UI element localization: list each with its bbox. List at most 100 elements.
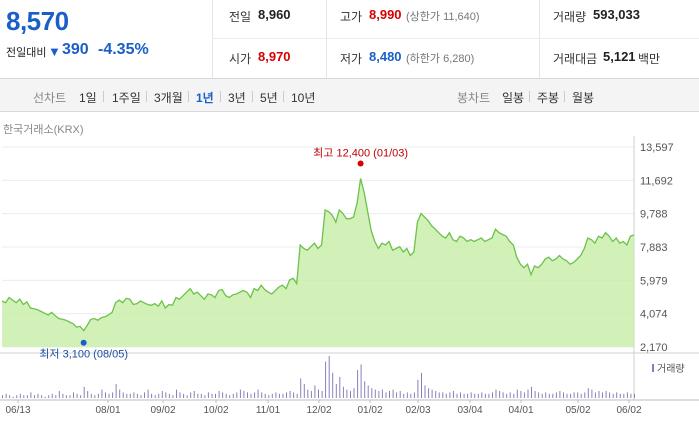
volume-bar [48, 395, 50, 398]
amount-unit: 백만 [638, 52, 661, 66]
volume-bar [342, 386, 344, 398]
volume-bar [563, 392, 564, 398]
annotations: 최고 12,400 (01/03) 최저 3,100 (08/05) [39, 146, 408, 360]
volume-bar [87, 391, 89, 398]
period-3m[interactable]: 3개월 [154, 91, 183, 105]
volume-bar [129, 393, 131, 398]
volume-bar [293, 392, 295, 398]
volume-bar [417, 379, 419, 398]
volume-bar [346, 389, 348, 398]
volume-bar [506, 393, 508, 398]
volume-bar [26, 395, 28, 398]
volume-bar [154, 395, 156, 398]
volume-bar [94, 395, 96, 398]
x-axis: 06/13 08/01 09/02 10/02 11/01 12/02 01/02 02/03… [0, 399, 699, 416]
prev-close-value: 8,960 [258, 7, 291, 22]
volume-bar [133, 392, 135, 398]
volume-bar [385, 392, 387, 398]
volume-bar [275, 392, 277, 398]
volume-bar [410, 393, 412, 398]
volume-bar [431, 389, 433, 398]
volume-bar [186, 395, 188, 398]
volume-bar [314, 385, 316, 398]
x-tick-label: 12/02 [306, 405, 331, 416]
volume-bar [523, 392, 525, 398]
candle-chart-label: 봉차트 [457, 91, 491, 105]
volume-bar [392, 389, 394, 398]
period-1y[interactable]: 1년 [196, 91, 214, 105]
volume-bar [335, 384, 337, 398]
volume-bar [51, 393, 53, 398]
data-source: 한국거래소(KRX) [3, 124, 84, 136]
volume-bar [541, 393, 543, 398]
y-tick-label: 9,788 [640, 209, 668, 221]
candle-monthly[interactable]: 월봉 [572, 91, 595, 105]
volume-bar [438, 392, 440, 398]
period-5y[interactable]: 5년 [260, 91, 278, 105]
down-arrow-icon: ▼ [48, 44, 61, 59]
volume-bar [573, 392, 575, 398]
volume-bar [559, 391, 561, 398]
period-10y[interactable]: 10년 [291, 91, 316, 105]
divider [539, 0, 540, 78]
volume-bar [527, 389, 529, 398]
volume-bar [310, 391, 312, 398]
volume-bar [460, 392, 461, 398]
volume-bar [115, 384, 117, 398]
volume-bar [594, 392, 596, 398]
candle-daily[interactable]: 일봉 [502, 91, 525, 105]
volume-bar [364, 381, 366, 398]
volume-bar [190, 392, 192, 398]
divider [212, 38, 699, 39]
volume-bar [609, 392, 611, 398]
volume-bar [367, 385, 369, 398]
volume-bar [218, 391, 220, 398]
price-area [2, 178, 634, 347]
divider [252, 91, 253, 102]
price-header: 8,570 전일대비 ▼ 390 -4.35% 전일 8,960 시가 8,97… [0, 0, 699, 78]
x-tick-label: 05/02 [565, 405, 590, 416]
volume-bar [513, 393, 515, 398]
period-3y[interactable]: 3년 [228, 91, 246, 105]
volume-bar [80, 395, 82, 398]
high-label: 고가 [340, 10, 363, 24]
volume-bar [406, 392, 408, 398]
low-label: 저가 [340, 52, 363, 66]
volume-bar [23, 395, 25, 398]
open-label: 시가 [229, 52, 252, 66]
y-tick-label: 11,692 [640, 175, 673, 187]
volume-bar [318, 389, 319, 398]
line-chart-label: 선차트 [33, 91, 67, 105]
volume-bar [286, 392, 287, 398]
volume-bar [381, 389, 383, 398]
volume-bar [207, 392, 209, 398]
low-value: 8,480 [369, 49, 402, 64]
volume-bar [587, 388, 589, 398]
high-marker [357, 160, 364, 167]
volume-bar [236, 392, 238, 398]
y-tick-label: 7,883 [640, 242, 668, 254]
volume-bar [144, 392, 145, 398]
volume-bar [101, 389, 103, 398]
volume-bar [289, 391, 291, 398]
divider [103, 91, 104, 102]
current-price: 8,570 [6, 6, 69, 36]
open-value: 8,970 [258, 49, 291, 64]
divider [220, 91, 221, 102]
volume-bar [278, 393, 280, 398]
volume-value: 593,033 [593, 7, 640, 22]
period-1d[interactable]: 1일 [79, 91, 97, 105]
volume-bar [34, 395, 35, 398]
volume-bar [591, 389, 593, 398]
divider [529, 91, 530, 102]
volume-bar [257, 389, 259, 398]
volume-bar [271, 393, 273, 398]
volume-bar [140, 395, 142, 398]
price-line [1, 178, 635, 332]
candle-weekly[interactable]: 주봉 [537, 91, 560, 105]
x-tick-label: 01/02 [357, 405, 382, 416]
volume-bar [403, 393, 405, 398]
volume-bar [442, 392, 444, 398]
volume-legend-label: 거래량 [657, 363, 685, 375]
period-1w[interactable]: 1주일 [112, 91, 141, 105]
